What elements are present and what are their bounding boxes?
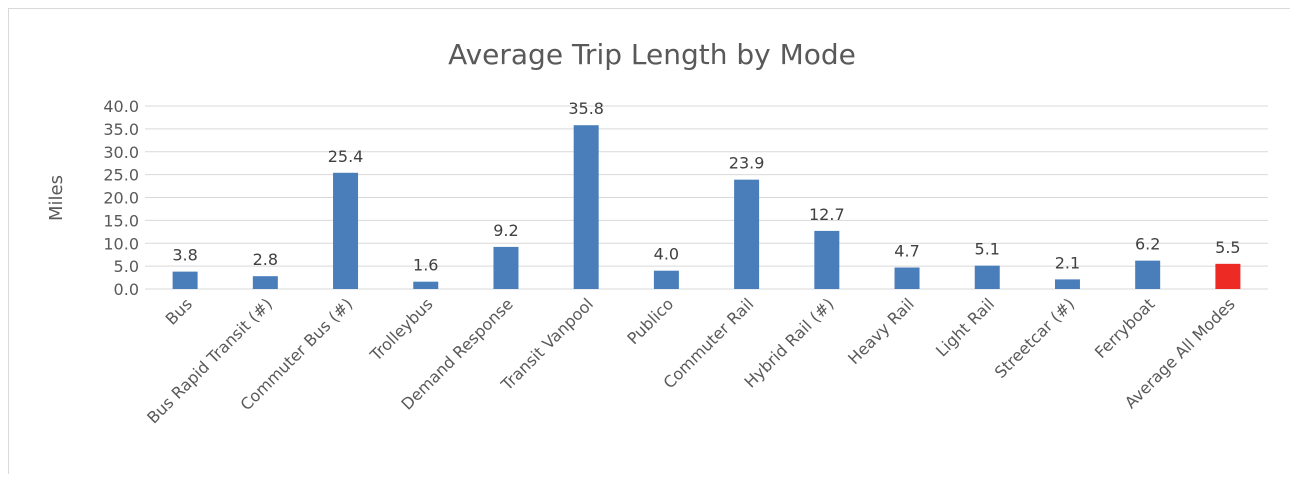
bar [573, 125, 599, 289]
data-label: 5.5 [1215, 238, 1240, 257]
data-label: 25.4 [328, 147, 364, 166]
bar [814, 230, 840, 289]
x-tick-label: Light Rail [932, 294, 998, 360]
data-label: 2.1 [1055, 253, 1080, 272]
y-axis-ticks: 0.0 5.0 10.0 15.0 20.0 25.0 30.0 35.0 40.0 [103, 97, 139, 299]
y-axis-label: Miles [46, 175, 67, 221]
data-label: 5.1 [975, 240, 1000, 259]
data-label: 4.0 [654, 245, 679, 264]
data-label: 4.7 [894, 241, 919, 260]
y-tick-label: 10.0 [103, 234, 139, 253]
x-tick-label: Trolleybus [366, 294, 437, 365]
y-tick-label: 20.0 [103, 189, 139, 208]
bar [653, 270, 679, 289]
y-tick-label: 15.0 [103, 211, 139, 230]
x-tick-label: Ferryboat [1091, 294, 1159, 362]
bar [413, 281, 439, 289]
data-label: 6.2 [1135, 235, 1160, 254]
data-label: 9.2 [493, 221, 518, 240]
y-tick-label: 5.0 [114, 257, 139, 276]
data-label: 3.8 [172, 246, 197, 265]
bar [252, 276, 278, 289]
bar [1215, 263, 1241, 289]
y-tick-label: 30.0 [103, 143, 139, 162]
x-tick-label: Streetcar (#) [991, 294, 1079, 382]
chart-title: Average Trip Length by Mode [448, 38, 856, 71]
x-tick-label: Publico [623, 294, 677, 348]
bars [172, 125, 1241, 289]
bar [172, 271, 198, 289]
data-label: 1.6 [413, 256, 438, 275]
bar [493, 246, 519, 289]
y-tick-label: 0.0 [114, 280, 139, 299]
data-label: 23.9 [729, 154, 765, 173]
bar [734, 179, 760, 289]
x-tick-label: Heavy Rail [844, 294, 918, 368]
bar [1135, 260, 1161, 289]
y-tick-label: 25.0 [103, 166, 139, 185]
x-tick-label: Bus [162, 294, 196, 328]
bar [333, 172, 359, 289]
bar [894, 267, 920, 289]
chart-frame [8, 8, 1290, 474]
data-labels: 3.8 2.8 25.4 1.6 9.2 35.8 4.0 23.9 12.7 4.7 5.1 2.1… [172, 99, 1240, 274]
bar [974, 265, 1000, 289]
y-tick-label: 40.0 [103, 97, 139, 116]
gridlines [145, 105, 1268, 290]
data-label: 35.8 [568, 99, 604, 118]
y-tick-label: 35.0 [103, 120, 139, 139]
data-label: 2.8 [253, 250, 278, 269]
data-label: 12.7 [809, 205, 845, 224]
bar [1054, 279, 1080, 289]
